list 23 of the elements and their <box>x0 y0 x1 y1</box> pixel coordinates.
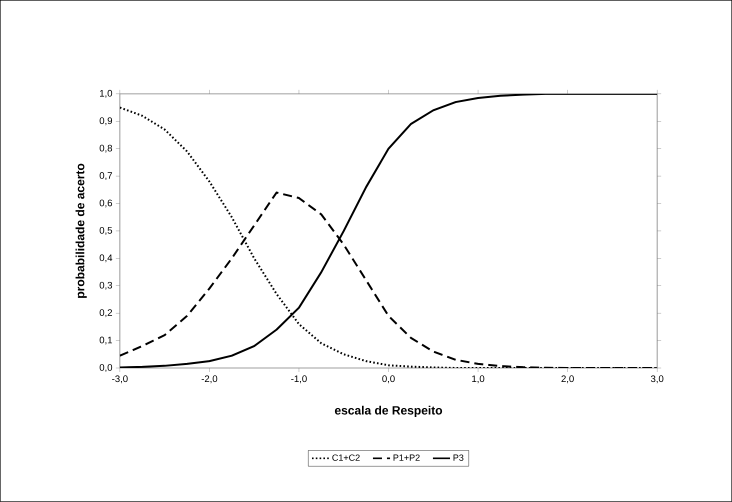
y-axis-title: probabilidade de acerto <box>76 164 87 298</box>
x-tick-label: 2,0 <box>561 375 574 384</box>
y-tick-label: 0,2 <box>100 309 112 318</box>
x-tick-label: 1,0 <box>472 375 484 384</box>
y-tick-label: 0,4 <box>100 254 112 262</box>
legend-label: C1+C2 <box>332 454 360 461</box>
x-tick-label: 0,0 <box>382 375 395 384</box>
y-tick-label: 0,7 <box>100 172 112 180</box>
x-tick-label: 3,0 <box>650 375 664 384</box>
y-tick-label: 0,5 <box>100 227 112 235</box>
y-tick-label: 0,9 <box>100 117 112 126</box>
legend-label: P1+P2 <box>394 454 420 461</box>
y-tick-label: 1,0 <box>100 90 112 98</box>
y-tick-label: 0,0 <box>100 364 112 372</box>
y-tick-label: 0,8 <box>100 144 112 153</box>
legend-label: P3 <box>454 454 464 461</box>
y-tick-label: 0,3 <box>100 282 112 290</box>
x-tick-label: -2,0 <box>202 375 218 384</box>
y-tick-label: 0,6 <box>100 200 112 208</box>
x-tick-label: -1,0 <box>291 375 307 384</box>
x-axis-title: escala de Respeito <box>334 406 442 418</box>
y-tick-label: 0,1 <box>100 336 112 345</box>
x-tick-label: -3,0 <box>112 375 128 384</box>
